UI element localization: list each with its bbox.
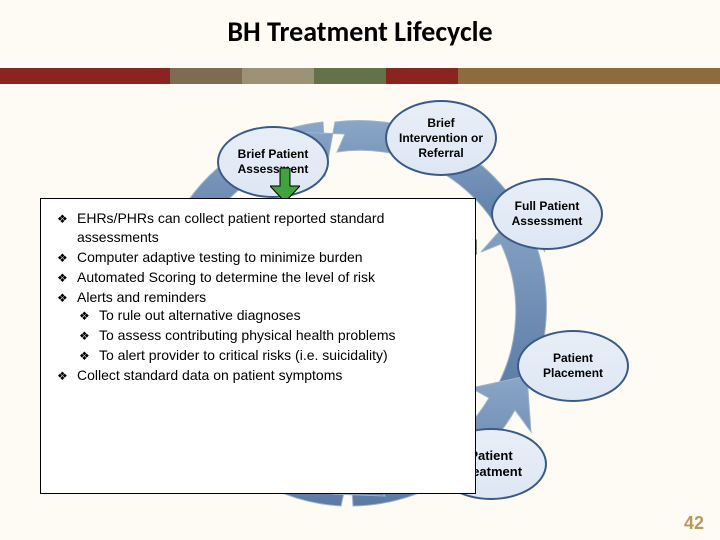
callout-item: To rule out alternative diagnoses (77, 306, 463, 325)
callout-item: EHRs/PHRs can collect patient reported s… (55, 209, 463, 247)
cycle-node-brief-intervention: Brief Intervention or Referral (385, 100, 497, 176)
callout-item: To assess contributing physical health p… (77, 326, 463, 345)
callout-arrow-icon (270, 168, 300, 202)
callout-list: EHRs/PHRs can collect patient reported s… (55, 209, 463, 385)
callout-item: To alert provider to critical risks (i.e… (77, 346, 463, 365)
divider-segment (314, 68, 386, 84)
cycle-node-label: Patient Placement (525, 351, 621, 381)
cycle-node-label: Full Patient Assessment (499, 199, 595, 229)
callout-item: Collect standard data on patient symptom… (55, 366, 463, 385)
callout-box: EHRs/PHRs can collect patient reported s… (40, 198, 476, 494)
callout-item: Automated Scoring to determine the level… (55, 268, 463, 287)
divider-segment (242, 68, 314, 84)
callout-sublist: To rule out alternative diagnosesTo asse… (77, 306, 463, 365)
divider-band (0, 68, 720, 84)
cycle-node-full-assessment: Full Patient Assessment (491, 178, 603, 250)
page-number: 42 (684, 513, 704, 534)
divider-segment (386, 68, 458, 84)
divider-segment (170, 68, 242, 84)
divider-left (0, 68, 170, 84)
callout-item: Computer adaptive testing to minimize bu… (55, 248, 463, 267)
divider-segment (458, 68, 720, 84)
callout-item: Alerts and remindersTo rule out alternat… (55, 288, 463, 366)
cycle-node-patient-placement: Patient Placement (517, 330, 629, 402)
page-title: BH Treatment Lifecycle (0, 0, 720, 49)
cycle-node-label: Brief Intervention or Referral (393, 116, 489, 161)
